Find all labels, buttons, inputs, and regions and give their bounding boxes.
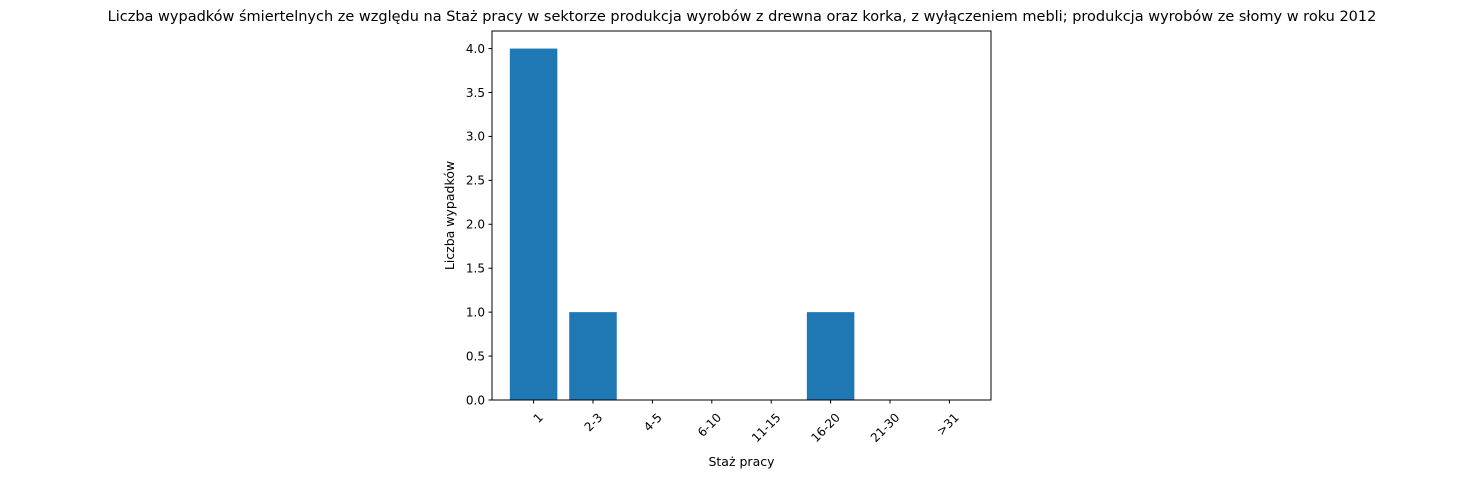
x-tick-label: 4-5	[641, 410, 665, 434]
y-axis-ticks: 0.0 0.5 1.0 1.5 2.0 2.5 3.0 3.5 4.0	[466, 42, 492, 407]
y-tick-label: 0.0	[466, 393, 485, 407]
x-tick-label: 21-30	[868, 410, 903, 445]
bar-2-3	[569, 312, 617, 400]
x-tick-label: 2-3	[582, 410, 606, 434]
y-axis-label: Liczba wypadków	[442, 161, 457, 270]
x-axis-ticks: 1 2-3 4-5 6-10 11-15 16-20 21-30 >31	[531, 400, 962, 445]
y-tick-label: 2.5	[466, 174, 485, 188]
y-tick-label: 1.5	[466, 262, 485, 276]
x-tick-label: 1	[531, 410, 546, 425]
y-tick-label: 3.5	[466, 86, 485, 100]
y-tick-label: 0.5	[466, 349, 485, 363]
x-tick-label: 16-20	[808, 410, 843, 445]
y-tick-label: 2.0	[466, 218, 485, 232]
x-tick-label: >31	[934, 410, 962, 438]
y-tick-label: 1.0	[466, 305, 485, 319]
x-tick-label: 6-10	[695, 410, 724, 439]
plot-frame	[491, 30, 992, 401]
y-tick-label: 4.0	[466, 42, 485, 56]
bar-16-20	[806, 312, 855, 400]
x-tick-label: 11-15	[749, 410, 784, 445]
x-axis-label: Staż pracy	[708, 454, 775, 469]
bars	[509, 48, 855, 400]
chart-title: Liczba wypadków śmiertelnych ze względu …	[108, 9, 1377, 25]
y-tick-label: 3.0	[466, 130, 485, 144]
bar-1	[509, 48, 558, 400]
